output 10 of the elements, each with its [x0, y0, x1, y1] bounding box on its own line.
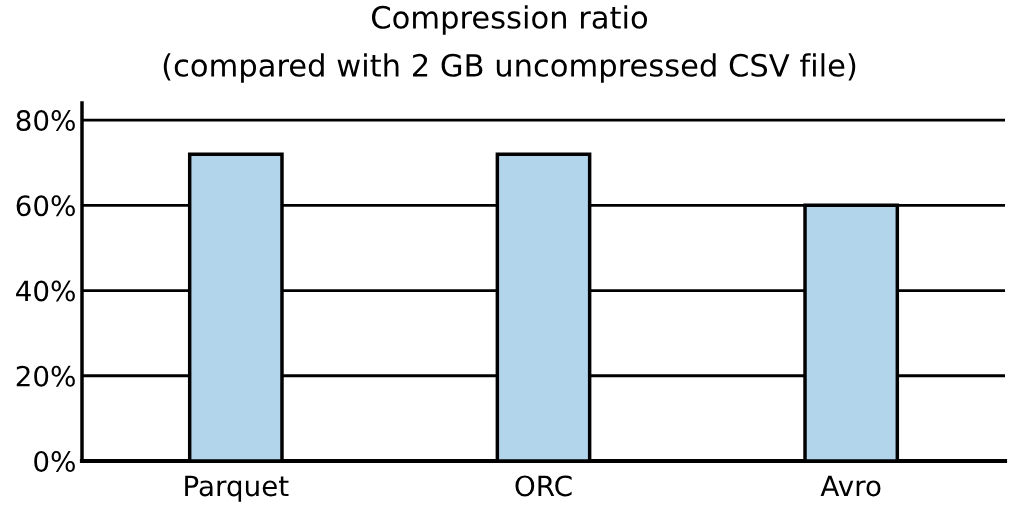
x-tick-label: ORC — [515, 475, 572, 497]
y-tick-label: 20% — [16, 365, 75, 387]
y-tick-label: 40% — [16, 280, 75, 302]
y-tick-label: 80% — [16, 109, 75, 131]
chart-subtitle: (compared with 2 GB uncompressed CSV file) — [163, 53, 856, 83]
x-tick-label: Avro — [820, 475, 881, 497]
y-tick-label: 60% — [16, 195, 75, 217]
y-tick-label: 0% — [34, 450, 75, 472]
chart-title: Compression ratio — [372, 5, 648, 35]
x-tick-label: Parquet — [185, 475, 289, 502]
